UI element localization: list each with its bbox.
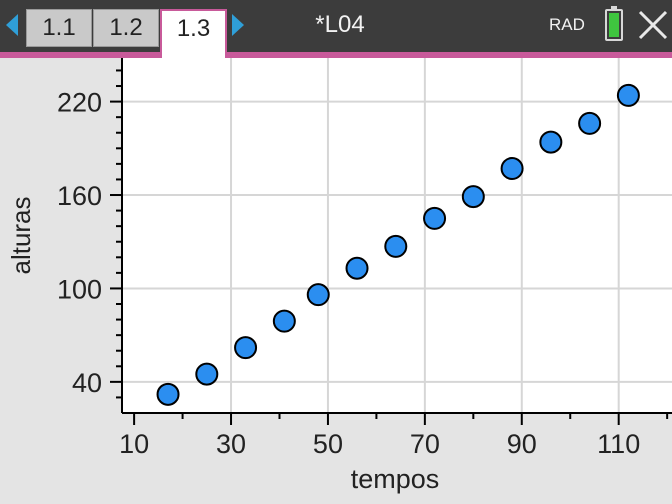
data-point-8[interactable]	[423, 206, 447, 230]
x-tick-label: 110	[597, 429, 640, 459]
data-point-3[interactable]	[234, 336, 258, 360]
data-point-4[interactable]	[272, 309, 296, 333]
data-point-1[interactable]	[156, 382, 180, 406]
y-tick-label: 100	[57, 274, 102, 304]
tab-1-1[interactable]: 1.1	[26, 9, 92, 47]
data-point-5[interactable]	[306, 283, 330, 307]
tab-1-3[interactable]: 1.3	[160, 9, 227, 58]
x-tick-label: 10	[119, 429, 149, 459]
data-point-11[interactable]	[539, 130, 563, 154]
x-tick-label: 70	[410, 429, 440, 459]
title-bar-accent	[0, 52, 672, 58]
y-tick-label: 160	[57, 181, 102, 211]
angle-mode-label: RAD	[549, 15, 585, 34]
document-title: *L04	[315, 11, 365, 38]
data-points	[156, 83, 640, 406]
triangle-left-icon[interactable]	[6, 14, 18, 36]
data-point-10[interactable]	[500, 157, 524, 181]
scatter-chart[interactable]: 40 100 160 220 10 30 50 70 90 110 alturas tempos	[0, 58, 672, 504]
data-point-2[interactable]	[195, 362, 219, 386]
x-tick-label: 30	[216, 429, 246, 459]
data-point-9[interactable]	[461, 185, 485, 209]
data-point-6[interactable]	[345, 256, 369, 280]
y-axis-label: alturas	[6, 196, 36, 274]
battery-icon	[605, 6, 623, 41]
data-point-13[interactable]	[616, 83, 640, 107]
triangle-right-icon[interactable]	[232, 14, 244, 36]
close-icon[interactable]	[636, 8, 670, 42]
data-point-12[interactable]	[578, 111, 602, 135]
x-tick-label: 90	[507, 429, 537, 459]
battery-fill	[609, 13, 619, 37]
x-tick-label: 50	[313, 429, 343, 459]
axes: 40 100 160 220 10 30 50 70 90 110	[57, 58, 672, 459]
data-point-7[interactable]	[384, 234, 408, 258]
y-tick-label: 220	[57, 88, 102, 118]
tab-1-2[interactable]: 1.2	[93, 9, 159, 47]
y-tick-label: 40	[72, 368, 102, 398]
x-axis-label: tempos	[351, 464, 440, 494]
